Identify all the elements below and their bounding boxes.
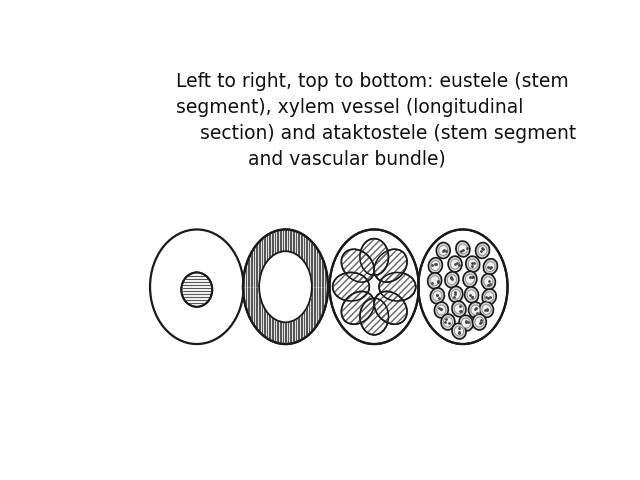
Ellipse shape xyxy=(452,323,466,339)
Ellipse shape xyxy=(439,245,448,255)
Ellipse shape xyxy=(461,318,470,328)
Ellipse shape xyxy=(441,314,455,330)
Ellipse shape xyxy=(475,317,484,327)
Ellipse shape xyxy=(333,273,369,301)
Ellipse shape xyxy=(486,262,495,272)
Ellipse shape xyxy=(448,256,462,272)
Ellipse shape xyxy=(454,326,463,336)
Ellipse shape xyxy=(374,249,407,282)
Ellipse shape xyxy=(360,298,388,335)
Ellipse shape xyxy=(479,301,493,317)
Ellipse shape xyxy=(483,259,497,275)
Text: Left to right, top to bottom: eustele (stem
segment), xylem vessel (longitudinal: Left to right, top to bottom: eustele (s… xyxy=(177,72,577,168)
Ellipse shape xyxy=(341,249,374,282)
Ellipse shape xyxy=(436,242,450,258)
Ellipse shape xyxy=(459,315,473,331)
Ellipse shape xyxy=(430,276,439,286)
Ellipse shape xyxy=(341,291,374,324)
Ellipse shape xyxy=(472,314,486,330)
Ellipse shape xyxy=(476,242,490,258)
Ellipse shape xyxy=(435,302,448,318)
Ellipse shape xyxy=(458,244,467,254)
Ellipse shape xyxy=(428,273,442,288)
Ellipse shape xyxy=(436,305,446,315)
Ellipse shape xyxy=(466,256,480,272)
Ellipse shape xyxy=(449,287,463,302)
Ellipse shape xyxy=(428,258,442,274)
Ellipse shape xyxy=(360,239,388,276)
Ellipse shape xyxy=(468,259,477,269)
Ellipse shape xyxy=(150,229,244,344)
Ellipse shape xyxy=(471,305,480,315)
Ellipse shape xyxy=(447,275,456,285)
Ellipse shape xyxy=(379,273,416,301)
Ellipse shape xyxy=(481,274,495,289)
Ellipse shape xyxy=(430,288,444,304)
Ellipse shape xyxy=(484,277,493,287)
Ellipse shape xyxy=(431,261,440,271)
Ellipse shape xyxy=(451,289,460,299)
Ellipse shape xyxy=(478,246,487,255)
Ellipse shape xyxy=(259,251,312,322)
Ellipse shape xyxy=(482,289,496,305)
Ellipse shape xyxy=(463,271,477,287)
Ellipse shape xyxy=(433,291,442,301)
Ellipse shape xyxy=(444,317,452,327)
Ellipse shape xyxy=(452,301,466,317)
Ellipse shape xyxy=(454,304,463,314)
Ellipse shape xyxy=(451,259,460,269)
Ellipse shape xyxy=(468,302,483,318)
Ellipse shape xyxy=(330,229,419,344)
Ellipse shape xyxy=(467,290,476,300)
Ellipse shape xyxy=(456,241,470,257)
Ellipse shape xyxy=(419,229,508,344)
Ellipse shape xyxy=(445,272,459,288)
Ellipse shape xyxy=(482,304,491,314)
Ellipse shape xyxy=(243,229,328,344)
Ellipse shape xyxy=(465,274,474,284)
Ellipse shape xyxy=(484,292,494,302)
Ellipse shape xyxy=(374,291,407,324)
Ellipse shape xyxy=(181,273,212,307)
Ellipse shape xyxy=(465,287,479,303)
